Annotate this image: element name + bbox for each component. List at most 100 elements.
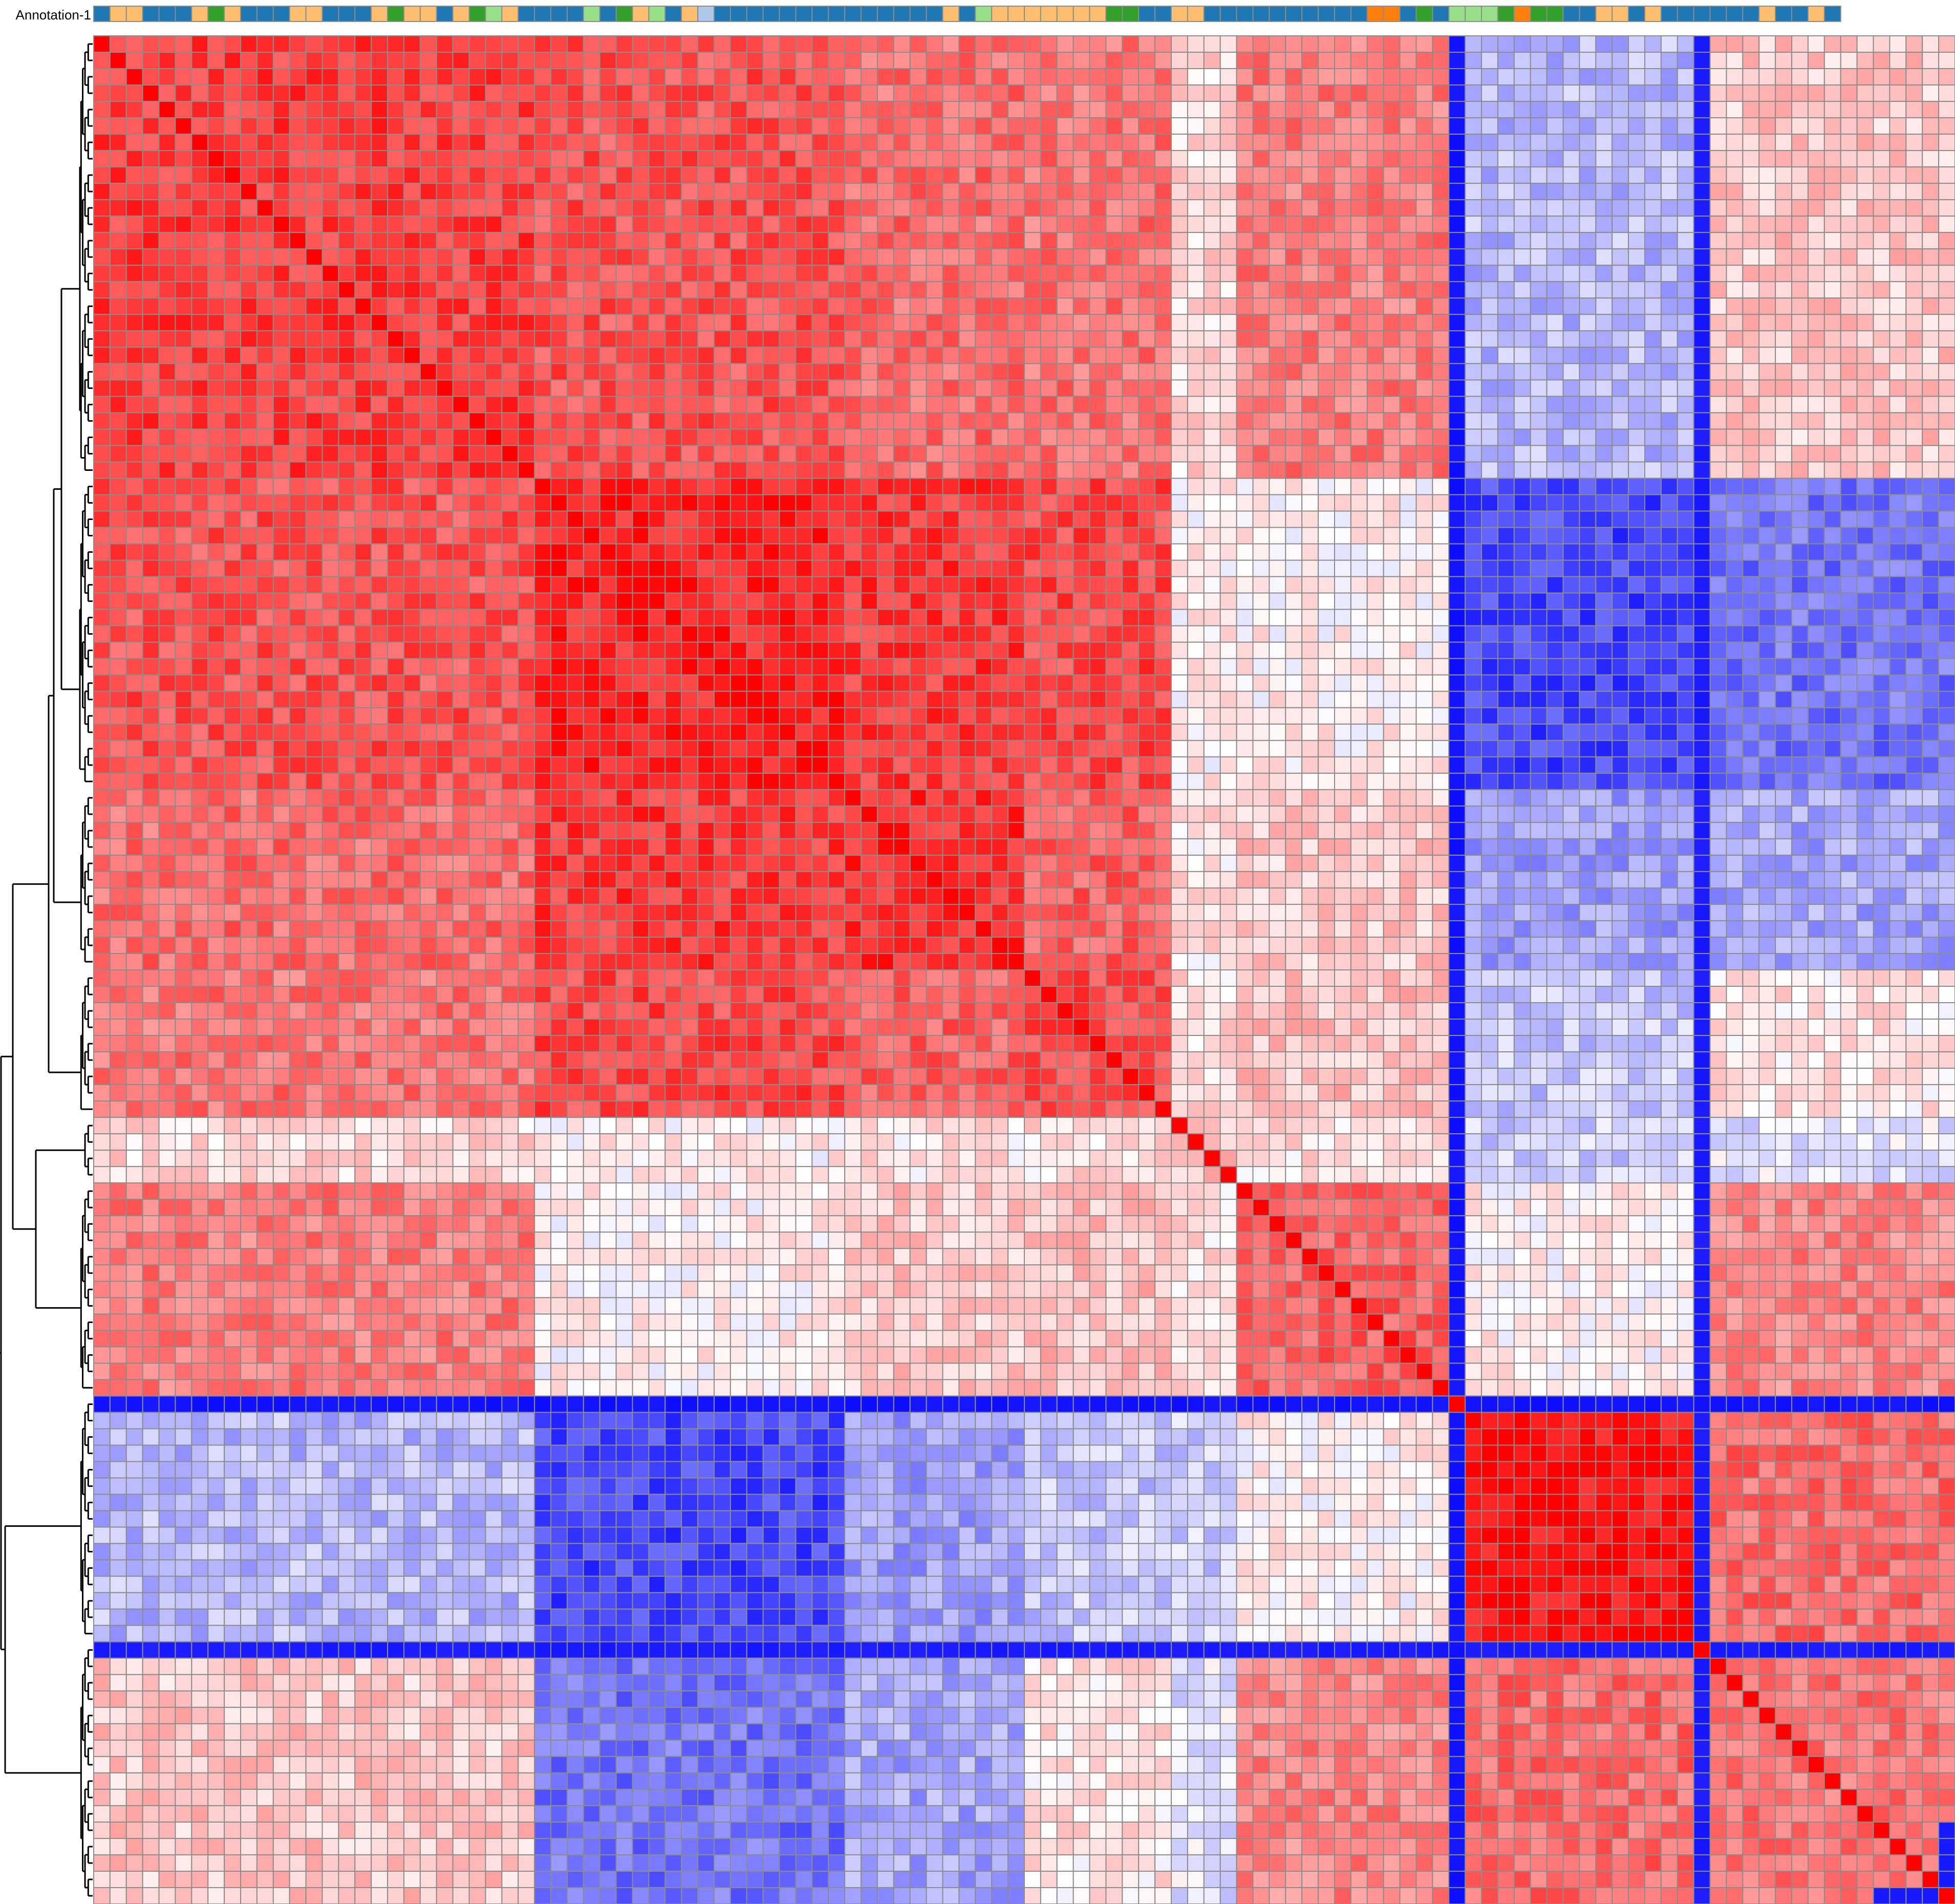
heatmap-cell xyxy=(1709,543,1727,561)
heatmap-cell xyxy=(191,576,209,594)
heatmap-cell xyxy=(1546,297,1564,315)
heatmap-cell xyxy=(893,347,911,364)
heatmap-cell xyxy=(550,281,568,299)
heatmap-cell xyxy=(1366,478,1384,495)
heatmap-cell xyxy=(1644,134,1662,152)
heatmap-cell xyxy=(1530,363,1548,381)
heatmap-cell xyxy=(321,658,339,676)
heatmap-cell xyxy=(828,559,846,577)
heatmap-cell xyxy=(1072,314,1090,332)
heatmap-cell xyxy=(1481,199,1498,217)
heatmap-cell xyxy=(256,609,274,626)
heatmap-cell xyxy=(1922,134,1940,152)
heatmap-cell xyxy=(1465,330,1483,348)
heatmap-cell xyxy=(1007,52,1025,70)
heatmap-cell xyxy=(109,641,127,659)
heatmap-cell xyxy=(1219,576,1237,594)
heatmap-cell xyxy=(811,347,829,364)
heatmap-cell xyxy=(828,592,846,610)
heatmap-cell xyxy=(1465,35,1483,53)
heatmap-cell xyxy=(1203,576,1221,594)
heatmap-cell xyxy=(518,674,535,692)
heatmap-cell xyxy=(697,625,715,643)
heatmap-cell xyxy=(1693,658,1711,676)
heatmap-cell xyxy=(876,347,894,364)
heatmap-cell xyxy=(1318,101,1336,119)
annotation-cell xyxy=(1334,6,1351,22)
heatmap-cell xyxy=(844,445,862,463)
heatmap-cell xyxy=(844,232,862,250)
heatmap-cell xyxy=(1122,363,1140,381)
heatmap-cell xyxy=(893,215,911,233)
heatmap-cell xyxy=(468,35,486,53)
heatmap-cell xyxy=(518,412,535,430)
heatmap-cell xyxy=(1171,166,1188,184)
heatmap-cell xyxy=(1465,215,1483,233)
heatmap-cell xyxy=(1562,428,1580,446)
heatmap-cell xyxy=(550,215,568,233)
heatmap-cell xyxy=(1579,314,1597,332)
heatmap-cell xyxy=(1383,396,1401,414)
heatmap-cell xyxy=(583,494,600,512)
heatmap-cell xyxy=(1693,281,1711,299)
heatmap-cell xyxy=(681,248,699,266)
heatmap-cell xyxy=(795,232,813,250)
heatmap-cell xyxy=(518,84,535,102)
heatmap-cell xyxy=(1497,478,1515,495)
heatmap-cell xyxy=(1203,347,1221,364)
heatmap-cell xyxy=(1660,134,1678,152)
heatmap-cell xyxy=(1138,527,1156,545)
heatmap-cell xyxy=(893,52,911,70)
heatmap-cell xyxy=(1122,150,1140,168)
heatmap-cell xyxy=(207,232,225,250)
heatmap-cell xyxy=(93,281,111,299)
heatmap-cell xyxy=(648,68,666,86)
heatmap-cell xyxy=(991,347,1009,364)
heatmap-cell xyxy=(468,150,486,168)
heatmap-cell xyxy=(1595,314,1613,332)
heatmap-cell xyxy=(958,35,976,53)
heatmap-cell xyxy=(1709,428,1727,446)
heatmap-cell xyxy=(1301,461,1319,479)
heatmap-cell xyxy=(1709,297,1727,315)
heatmap-cell xyxy=(550,543,568,561)
heatmap-cell xyxy=(632,559,650,577)
heatmap-cell xyxy=(583,117,600,135)
heatmap-cell xyxy=(795,461,813,479)
heatmap-cell xyxy=(795,265,813,283)
heatmap-cell xyxy=(387,625,404,643)
heatmap-cell xyxy=(1089,510,1107,528)
heatmap-cell xyxy=(1905,625,1923,643)
heatmap-cell xyxy=(1693,527,1711,545)
heatmap-cell xyxy=(1791,150,1809,168)
heatmap-cell xyxy=(1873,265,1890,283)
heatmap-cell xyxy=(468,166,486,184)
heatmap-cell xyxy=(876,461,894,479)
heatmap-cell xyxy=(1269,478,1286,495)
heatmap-cell xyxy=(305,379,323,397)
heatmap-cell xyxy=(1873,461,1890,479)
heatmap-cell xyxy=(1269,412,1286,430)
heatmap-cell xyxy=(1154,609,1172,626)
heatmap-cell xyxy=(1415,379,1433,397)
heatmap-cell xyxy=(93,527,111,545)
heatmap-cell xyxy=(371,314,389,332)
annotation-cell xyxy=(256,6,274,22)
heatmap-cell xyxy=(272,412,290,430)
heatmap-cell xyxy=(1285,559,1303,577)
heatmap-cell xyxy=(762,101,780,119)
heatmap-cell xyxy=(468,379,486,397)
heatmap-cell xyxy=(615,265,633,283)
heatmap-cell xyxy=(1546,559,1564,577)
heatmap-cell xyxy=(1497,52,1515,70)
heatmap-cell xyxy=(1122,527,1140,545)
heatmap-cell xyxy=(1334,592,1351,610)
heatmap-cell xyxy=(305,527,323,545)
heatmap-cell xyxy=(125,625,143,643)
heatmap-cell xyxy=(762,674,780,692)
heatmap-cell xyxy=(909,396,927,414)
heatmap-cell xyxy=(1742,117,1760,135)
heatmap-cell xyxy=(550,297,568,315)
heatmap-cell xyxy=(975,199,993,217)
heatmap-cell xyxy=(909,265,927,283)
